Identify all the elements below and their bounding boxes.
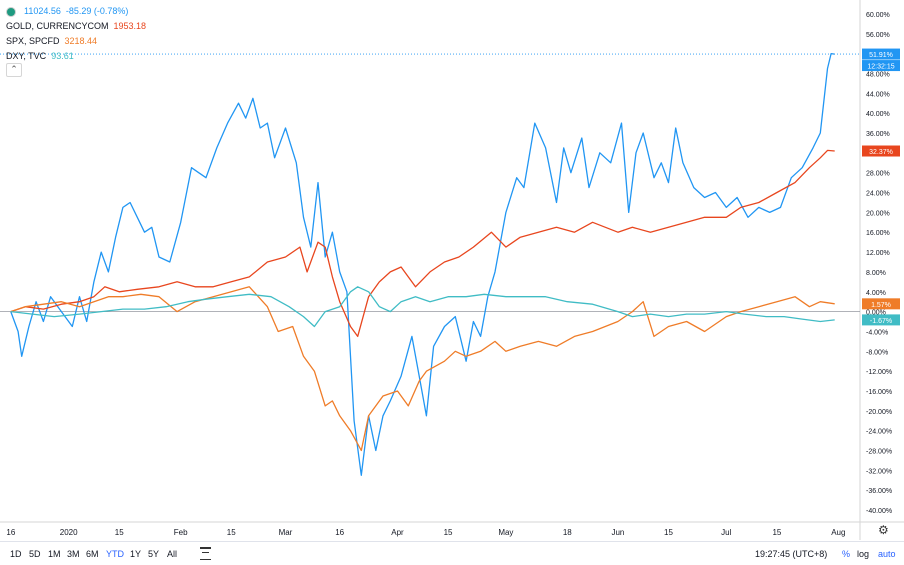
y-tick-label: 0.00% (866, 310, 886, 317)
legend-dxy-label: DXY, TVC (6, 51, 47, 61)
y-tick-label: -20.00% (866, 409, 892, 416)
y-tick-label: 44.00% (866, 91, 890, 98)
y-tick-label: -16.00% (866, 389, 892, 396)
x-tick-label: 18 (563, 528, 572, 537)
legend-row-gold[interactable]: GOLD, CURRENCYCOM 1953.18 (6, 19, 151, 34)
x-tick-label: Aug (831, 528, 845, 537)
y-tick-label: 16.00% (866, 230, 890, 237)
x-tick-label: 15 (444, 528, 453, 537)
y-tick-label: -8.00% (866, 349, 888, 356)
y-tick-label: 12.00% (866, 250, 890, 257)
legend-dxy-value: 93.61 (51, 51, 74, 61)
x-tick-label: 15 (664, 528, 673, 537)
last-value-label-2: 1.57% (871, 302, 891, 309)
bottom-toolbar: 1D 5D 1M 3M 6M YTD 1Y 5Y All 19:27:45 (U… (0, 541, 904, 565)
percent-toggle[interactable]: % (842, 549, 851, 559)
y-tick-label: -4.00% (866, 329, 888, 336)
countdown-label: 12:32:15 (867, 64, 894, 71)
y-tick-label: -12.00% (866, 369, 892, 376)
series-line-3[interactable] (10, 286, 835, 328)
x-tick-label: 2020 (60, 528, 78, 537)
y-tick-label: -24.00% (866, 429, 892, 436)
series-line-2[interactable] (10, 286, 835, 452)
x-tick-label: 15 (772, 528, 781, 537)
x-tick-label: May (498, 528, 513, 537)
legend-row-main[interactable]: 11024.56 -85.29 (-0.78%) (6, 4, 151, 19)
y-tick-label: 24.00% (866, 191, 890, 198)
y-tick-label: 56.00% (866, 32, 890, 39)
x-tick-label: Apr (391, 528, 404, 537)
range-3m[interactable]: 3M (67, 549, 80, 559)
range-5d[interactable]: 5D (29, 549, 41, 559)
x-tick-label: Feb (174, 528, 188, 537)
last-value-label-1: 32.37% (869, 149, 893, 156)
eye-icon[interactable] (6, 6, 16, 17)
range-1d[interactable]: 1D (10, 549, 22, 559)
log-toggle[interactable]: log (857, 549, 870, 559)
auto-toggle[interactable]: auto (878, 549, 896, 559)
y-tick-label: 20.00% (866, 210, 890, 217)
last-value-badge-0 (862, 48, 900, 60)
y-tick-label: 36.00% (866, 131, 890, 138)
range-1y[interactable]: 1Y (130, 549, 142, 559)
calendar-icon[interactable] (200, 547, 211, 560)
legend-gold-value: 1953.18 (113, 21, 147, 31)
y-tick-label: -36.00% (866, 488, 892, 495)
x-tick-label: Jul (721, 528, 731, 537)
y-tick-label: 8.00% (866, 270, 886, 277)
legend: 11024.56 -85.29 (-0.78%) GOLD, CURRENCYC… (6, 4, 151, 64)
y-tick-label: -28.00% (866, 449, 892, 456)
y-tick-label: 60.00% (866, 12, 890, 19)
legend-main-value: 11024.56 (24, 6, 61, 16)
x-tick-label: Mar (279, 528, 293, 537)
x-tick-label: 16 (335, 528, 344, 537)
y-tick-label: -40.00% (866, 508, 892, 515)
legend-spx-label: SPX, SPCFD (6, 36, 60, 46)
y-tick-label: 40.00% (866, 111, 890, 118)
x-tick-label: 15 (227, 528, 236, 537)
legend-main-change: -85.29 (-0.78%) (65, 6, 129, 16)
last-value-badge-3 (862, 314, 900, 326)
y-tick-label: -32.00% (866, 468, 892, 475)
legend-spx-value: 3218.44 (64, 36, 98, 46)
legend-gold-label: GOLD, CURRENCYCOM (6, 21, 109, 31)
countdown-badge (862, 60, 900, 72)
gear-icon[interactable]: ⚙ (878, 523, 889, 537)
last-value-badge-1 (862, 145, 900, 157)
time-readout[interactable]: 19:27:45 (UTC+8) (755, 549, 828, 559)
legend-row-dxy[interactable]: DXY, TVC 93.61 (6, 49, 151, 64)
range-6m[interactable]: 6M (86, 549, 99, 559)
x-tick-label: Jun (611, 528, 624, 537)
range-1m[interactable]: 1M (48, 549, 61, 559)
series-line-1[interactable] (10, 149, 835, 338)
y-tick-label: 48.00% (866, 71, 890, 78)
range-5y[interactable]: 5Y (148, 549, 160, 559)
range-ytd[interactable]: YTD (106, 549, 124, 559)
x-tick-label: 15 (115, 528, 124, 537)
last-value-label-0: 51.91% (869, 52, 893, 59)
range-all[interactable]: All (167, 549, 178, 559)
last-value-badge-2 (862, 298, 900, 310)
last-value-label-3: -1.67% (870, 318, 892, 325)
chevron-up-icon[interactable]: ⌃ (6, 63, 22, 77)
series-line-0[interactable] (10, 52, 835, 476)
x-tick-label: 16 (6, 528, 15, 537)
y-tick-label: 28.00% (866, 171, 890, 178)
y-tick-label: 4.00% (866, 290, 886, 297)
legend-row-spx[interactable]: SPX, SPCFD 3218.44 (6, 34, 151, 49)
